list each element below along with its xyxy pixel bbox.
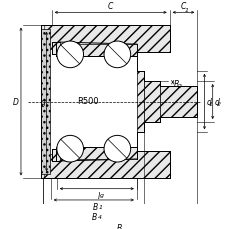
- Text: r: r: [62, 41, 65, 49]
- Text: 2: 2: [177, 84, 181, 89]
- Polygon shape: [56, 147, 136, 159]
- Text: d: d: [206, 98, 210, 106]
- Text: g: g: [41, 98, 45, 106]
- Polygon shape: [56, 45, 136, 57]
- Text: 1: 1: [208, 102, 212, 107]
- Text: g: g: [99, 193, 103, 197]
- Circle shape: [104, 136, 130, 162]
- Text: 1: 1: [184, 8, 188, 12]
- Polygon shape: [136, 71, 143, 133]
- Text: 4: 4: [98, 214, 101, 219]
- Polygon shape: [41, 151, 169, 179]
- Text: l: l: [97, 191, 99, 200]
- Polygon shape: [41, 25, 169, 53]
- Text: B: B: [116, 223, 122, 229]
- Polygon shape: [41, 30, 49, 174]
- Text: R500: R500: [76, 97, 98, 106]
- Text: B: B: [92, 202, 98, 211]
- Polygon shape: [143, 82, 160, 123]
- Text: C: C: [180, 2, 185, 11]
- Text: B: B: [173, 80, 178, 89]
- Text: C: C: [108, 2, 113, 11]
- Text: D: D: [13, 98, 18, 106]
- Circle shape: [104, 42, 130, 68]
- Polygon shape: [160, 87, 196, 117]
- Polygon shape: [52, 149, 60, 161]
- Text: 2: 2: [216, 102, 220, 107]
- Circle shape: [57, 42, 83, 68]
- Polygon shape: [52, 43, 60, 55]
- Text: B: B: [92, 212, 97, 221]
- Text: 1: 1: [98, 204, 102, 209]
- Circle shape: [57, 136, 83, 162]
- Text: d: d: [214, 98, 219, 106]
